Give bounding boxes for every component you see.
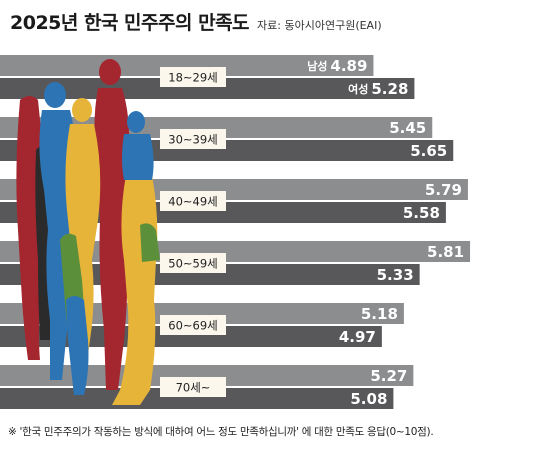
value-label-female-0: 5.28 (371, 80, 408, 98)
value-label-female-4: 4.97 (339, 328, 376, 346)
series-name-female: 여성 (348, 82, 368, 96)
category-label-5: 70세~ (176, 381, 211, 395)
category-label-1: 30~39세 (168, 133, 217, 147)
category-label-4: 60~69세 (168, 319, 217, 333)
value-label-male-5: 5.27 (370, 367, 407, 385)
series-name-male: 남성 (307, 59, 327, 73)
value-label-female-2: 5.58 (403, 204, 440, 222)
footnote: ※ '한국 민주주의가 작동하는 방식에 대하여 어느 정도 만족하십니까' 에… (8, 424, 433, 439)
silhouette-blue-head (44, 82, 66, 108)
category-label-2: 40~49세 (168, 195, 217, 209)
silhouette-red-head (99, 59, 121, 85)
category-label-3: 50~59세 (168, 257, 217, 271)
value-label-male-1: 5.45 (389, 119, 426, 137)
people-silhouettes (16, 59, 160, 405)
silhouette-blue2-head (127, 111, 145, 133)
category-label-0: 18~29세 (168, 71, 217, 85)
value-label-male-2: 5.79 (425, 181, 462, 199)
value-label-male-4: 5.18 (361, 305, 398, 323)
value-label-female-3: 5.33 (377, 266, 414, 284)
silhouette-yellow-head (72, 98, 92, 122)
value-label-female-1: 5.65 (410, 142, 447, 160)
value-label-male-3: 5.81 (427, 243, 464, 261)
value-label-male-0: 4.89 (330, 57, 367, 75)
silhouette-blue2 (122, 134, 154, 180)
value-label-female-5: 5.08 (350, 390, 387, 408)
